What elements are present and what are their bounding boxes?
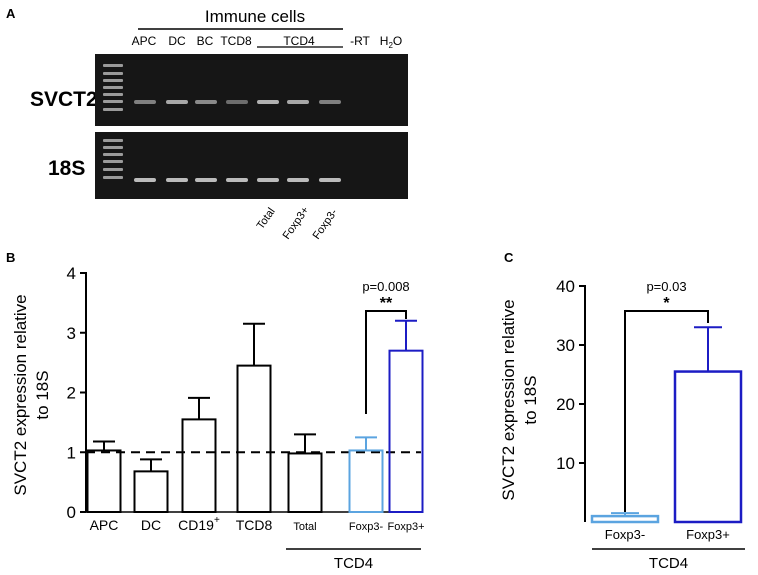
immune-cells-header: Immune cells — [205, 7, 305, 26]
ladder-band — [103, 153, 123, 156]
band-svct2 — [226, 100, 248, 104]
panel-b-label: B — [6, 250, 15, 265]
bar-DC — [133, 470, 169, 513]
bar-Foxp3- — [348, 449, 384, 513]
sub-lane-labels: Total Foxp3+ Foxp3- — [255, 205, 341, 242]
lane-labels: APC DC BC TCD8 TCD4 -RT H2O — [132, 34, 403, 50]
sub-label-foxp3-neg: Foxp3- — [311, 207, 341, 242]
band-svct2 — [134, 100, 156, 104]
gel-row-label-18s: 18S — [48, 157, 85, 180]
y-tick-label: 10 — [556, 454, 575, 473]
x-tick-label: Foxp3+ — [388, 521, 425, 533]
bar-CD19+ — [181, 418, 217, 514]
ladder-band — [103, 168, 123, 171]
group-label: TCD4 — [649, 555, 688, 572]
x-tick-label: CD19+ — [178, 515, 220, 533]
lane-label-dc: DC — [168, 34, 186, 48]
ladder-band — [103, 146, 123, 149]
significance-stars: ** — [380, 295, 393, 312]
x-tick-label: Foxp3+ — [686, 527, 730, 542]
lane-label-bc: BC — [197, 34, 214, 48]
bar-Foxp3- — [590, 514, 660, 524]
y-tick-label: 30 — [556, 336, 575, 355]
band-18s — [195, 178, 217, 182]
band-18s — [166, 178, 188, 182]
band-svct2 — [195, 100, 217, 104]
ladder-band — [103, 100, 123, 103]
x-tick-label: Total — [293, 521, 316, 533]
ladder-band — [103, 86, 123, 89]
band-svct2 — [257, 100, 279, 104]
lane-label-apc: APC — [132, 34, 157, 48]
panel-a-label: A — [6, 6, 16, 21]
y-tick-label: 1 — [67, 443, 76, 462]
chart-c-ylabel: SVCT2 expression relative to 18S — [499, 299, 540, 500]
lane-label-rt: -RT — [350, 34, 370, 48]
sub-label-foxp3-pos: Foxp3+ — [281, 205, 312, 242]
bar-Total — [287, 452, 323, 514]
band-18s — [319, 178, 341, 182]
band-18s — [257, 178, 279, 182]
x-tick-label: APC — [90, 517, 119, 533]
bar-TCD8 — [236, 364, 272, 513]
panel-c: C SVCT2 expression relative to 18S 10 20 30… — [499, 250, 745, 572]
x-tick-label: DC — [141, 517, 161, 533]
y-tick-label: 20 — [556, 395, 575, 414]
x-tick-label: Foxp3- — [349, 521, 384, 533]
band-18s — [226, 178, 248, 182]
ladder-band — [103, 93, 123, 96]
band-svct2 — [287, 100, 309, 104]
gel-image-svct2 — [95, 54, 408, 126]
ladder-band — [103, 72, 123, 75]
band-svct2 — [319, 100, 341, 104]
y-tick-label: 3 — [67, 324, 76, 343]
bar-Foxp3+ — [673, 370, 743, 524]
bar-APC — [86, 449, 122, 513]
sub-label-total: Total — [255, 206, 278, 232]
lane-label-tcd4: TCD4 — [283, 34, 315, 48]
y-tick-label: 4 — [67, 264, 76, 283]
gel-row-label-svct2: SVCT2 — [30, 88, 98, 111]
chart-c: 10 20 30 40 Foxp3- Foxp3+ TCD4 p=0.03* — [556, 277, 745, 572]
x-tick-label: Foxp3- — [605, 527, 645, 542]
significance-bracket — [365, 310, 407, 414]
band-18s — [287, 178, 309, 182]
chart-b: 0 1 2 3 4 APC DC CD19+ TCD8 Total Foxp3- Foxp3+ TCD4… — [67, 264, 425, 572]
y-tick-label: 0 — [67, 503, 76, 522]
ladder-band — [103, 108, 123, 111]
group-label: TCD4 — [334, 555, 373, 572]
p-value-label: p=0.03 — [646, 279, 686, 294]
ladder-band — [103, 79, 123, 82]
ladder-band — [103, 160, 123, 163]
chart-b-ylabel: SVCT2 expression relative to 18S — [11, 294, 52, 495]
x-tick-label: TCD8 — [236, 517, 273, 533]
lane-label-h2o: H2O — [380, 34, 402, 50]
gel-image-18s — [95, 132, 408, 199]
panel-c-label: C — [504, 250, 514, 265]
band-svct2 — [166, 100, 188, 104]
significance-stars: * — [663, 295, 670, 312]
band-18s — [134, 178, 156, 182]
ladder-band — [103, 176, 123, 179]
significance-bracket — [624, 310, 709, 512]
lane-label-tcd8: TCD8 — [220, 34, 252, 48]
y-tick-label: 2 — [67, 384, 76, 403]
ladder-band — [103, 139, 123, 142]
panel-b: B SVCT2 expression relative to 18S 0 1 2 3 4 A… — [6, 250, 425, 572]
gel-bands — [103, 64, 341, 182]
p-value-label: p=0.008 — [362, 279, 409, 294]
ladder-band — [103, 64, 123, 67]
panel-a: A Immune cells APC DC BC TCD8 TCD4 -RT H… — [6, 6, 408, 242]
bar-Foxp3+ — [388, 349, 424, 513]
y-tick-label: 40 — [556, 277, 575, 296]
